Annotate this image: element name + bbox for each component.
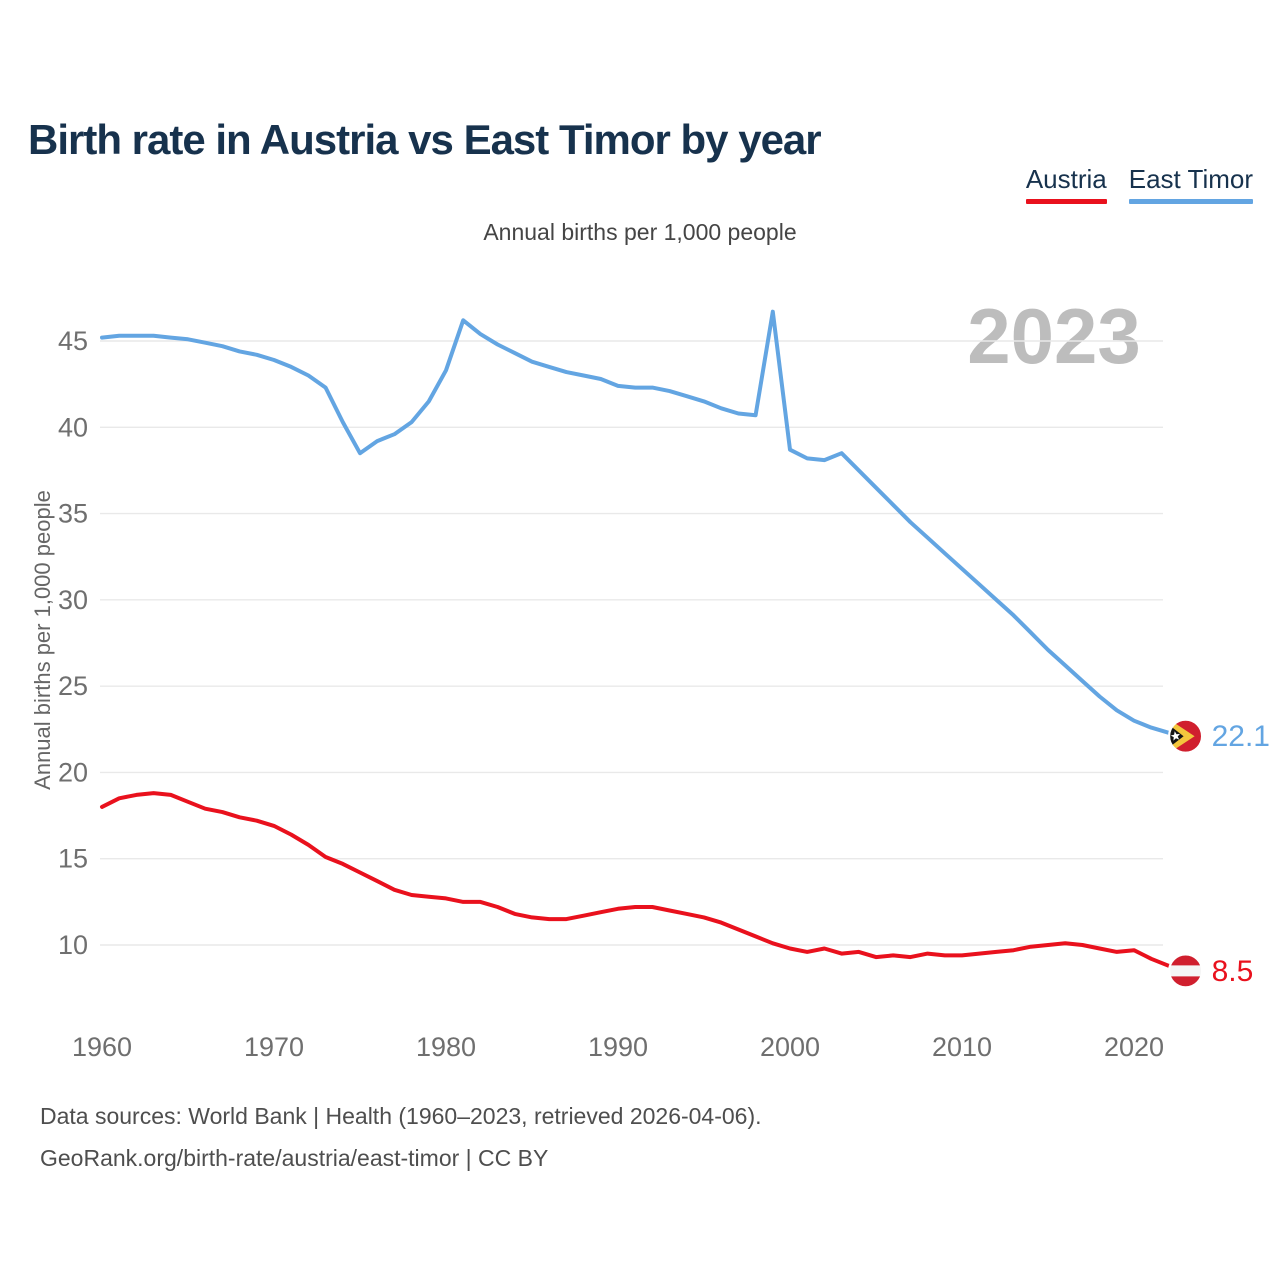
legend-item-east-timor[interactable]: East Timor bbox=[1128, 164, 1253, 204]
y-tick-label-25: 25 bbox=[58, 671, 88, 701]
watermark-year: 2023 bbox=[967, 292, 1141, 380]
austria-endpoint-flag-icon bbox=[1167, 953, 1204, 989]
legend-underline-east-timor bbox=[1128, 199, 1253, 204]
legend-item-austria[interactable]: Austria bbox=[1025, 164, 1107, 204]
y-tick-label-15: 15 bbox=[58, 844, 88, 874]
y-tick-label-40: 40 bbox=[58, 412, 88, 442]
footer-sources: Data sources: World Bank | Health (1960–… bbox=[40, 1103, 762, 1129]
legend-label-austria: Austria bbox=[1025, 164, 1107, 194]
y-tick-label-20: 20 bbox=[58, 757, 88, 787]
austria-line bbox=[100, 791, 1188, 973]
footer: Data sources: World Bank | Health (1960–… bbox=[40, 1095, 762, 1179]
x-tick-label-2010: 2010 bbox=[932, 1032, 992, 1062]
legend: Austria East Timor bbox=[1025, 164, 1253, 204]
page-title: Birth rate in Austria vs East Timor by y… bbox=[28, 116, 822, 164]
east-timor-end-value-label: 22.1 bbox=[1212, 720, 1270, 753]
x-tick-labels: 1960 1970 1980 1990 2000 2010 2020 bbox=[72, 1032, 1164, 1062]
x-tick-label-1960: 1960 bbox=[72, 1032, 132, 1062]
east-timor-line bbox=[100, 309, 1188, 739]
series-lines bbox=[100, 309, 1188, 973]
y-tick-label-30: 30 bbox=[58, 585, 88, 615]
x-tick-label-1970: 1970 bbox=[244, 1032, 304, 1062]
gridlines bbox=[100, 340, 1163, 946]
y-tick-label-10: 10 bbox=[58, 930, 88, 960]
legend-label-east-timor: East Timor bbox=[1128, 164, 1253, 194]
y-tick-labels: 45 40 35 30 25 20 15 10 bbox=[58, 326, 88, 960]
chart-subtitle: Annual births per 1,000 people bbox=[483, 219, 797, 245]
austria-end-value-label: 8.5 bbox=[1212, 955, 1254, 988]
x-tick-label-1990: 1990 bbox=[588, 1032, 648, 1062]
east-timor-endpoint-flag-icon bbox=[1167, 718, 1204, 754]
footer-attribution: GeoRank.org/birth-rate/austria/east-timo… bbox=[40, 1145, 549, 1171]
x-tick-label-2020: 2020 bbox=[1104, 1032, 1164, 1062]
x-tick-label-1980: 1980 bbox=[416, 1032, 476, 1062]
series-endpoints: 8.5 22.1 bbox=[1167, 718, 1270, 989]
y-tick-label-45: 45 bbox=[58, 326, 88, 356]
y-tick-label-35: 35 bbox=[58, 499, 88, 529]
legend-underline-austria bbox=[1025, 199, 1107, 204]
x-tick-label-2000: 2000 bbox=[760, 1032, 820, 1062]
